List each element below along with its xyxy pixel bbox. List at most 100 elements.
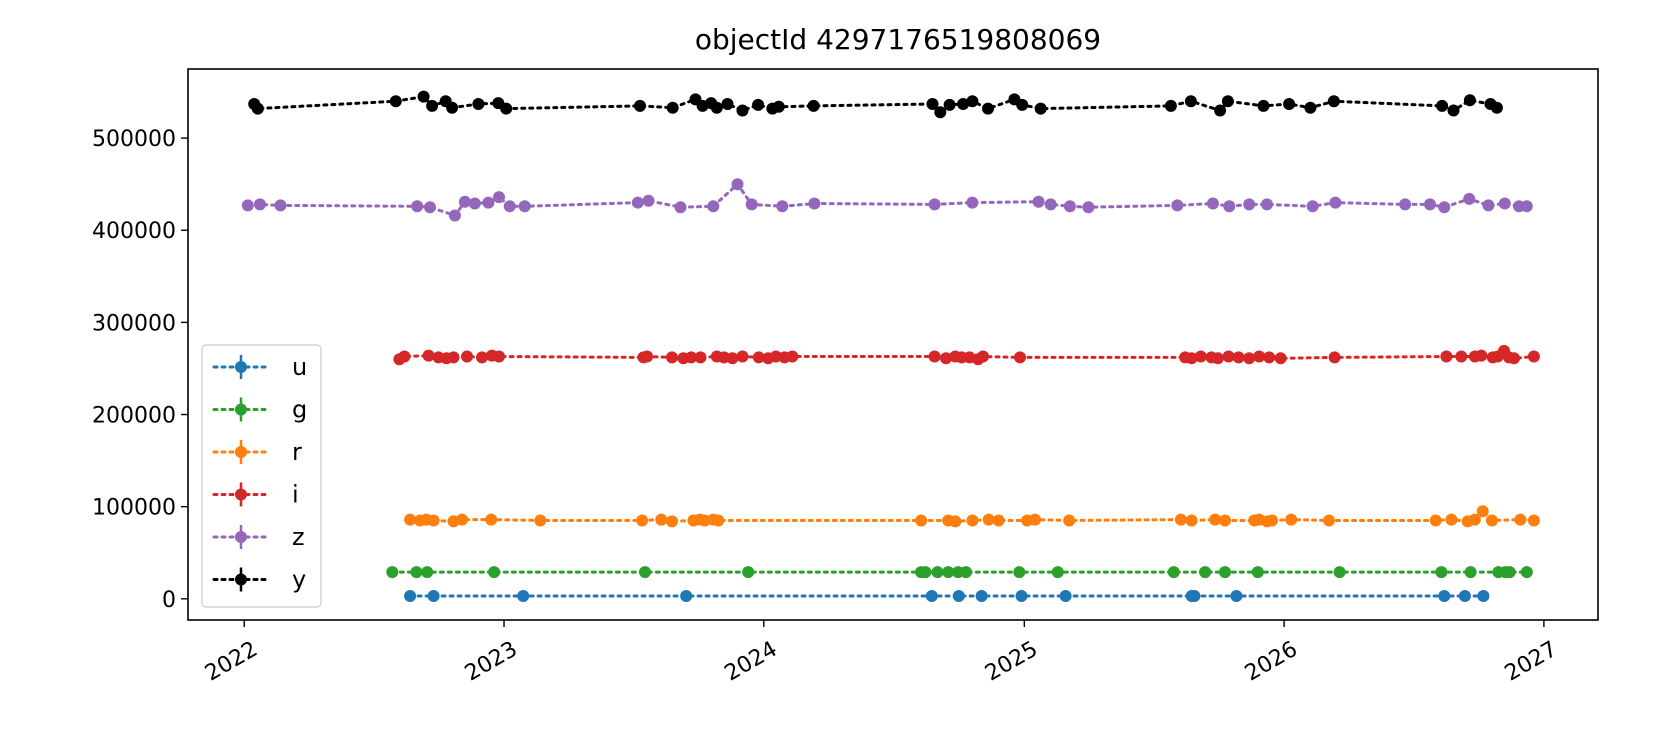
data-point-g [1051,566,1064,579]
x-tick-label: 2027 [1501,637,1562,687]
data-point-y [966,95,979,108]
data-point-r [427,514,440,527]
plot-area [187,68,1599,621]
legend-label-y: y [292,566,306,594]
data-point-r [712,514,725,527]
data-point-r [992,514,1005,527]
data-point-z [631,196,644,209]
data-point-i [1194,350,1207,363]
data-point-u [1438,590,1451,602]
y-tick-label: 0 [162,588,176,613]
data-point-y [1257,99,1270,112]
data-point-u [1015,590,1028,602]
data-point-r [1185,514,1198,527]
data-point-z [493,191,505,204]
data-point-g [1435,566,1448,579]
y-axis: 0 100000 200000 300000 400000 500000 [92,127,188,613]
data-point-g [931,566,944,579]
data-point-i [1527,350,1540,363]
y-tick-label: 200000 [92,404,176,429]
data-point-r [982,513,995,526]
data-point-i [726,352,739,365]
data-point-y [957,98,970,110]
data-point-r [636,514,649,527]
data-point-g [1219,566,1231,579]
data-point-r [1527,514,1540,527]
data-point-u [427,590,440,602]
data-point-z [1223,200,1236,213]
data-point-g [742,566,755,579]
series-i [393,344,1540,366]
x-tick-label: 2026 [1241,637,1302,687]
data-point-i [694,351,707,364]
data-point-z [503,200,516,213]
data-point-i [786,350,799,363]
data-point-i [461,350,473,363]
data-point-z [1243,198,1256,211]
legend-marker-u [235,361,247,373]
data-point-i [977,350,989,363]
data-point-u [1059,590,1072,602]
x-tick-label: 2025 [981,637,1042,687]
data-point-z [468,197,481,210]
data-point-g [1464,566,1477,579]
data-point-r [1266,514,1278,527]
legend-entry-u: u [212,353,307,381]
data-point-u [404,590,417,602]
data-point-r [534,514,547,527]
data-point-z [1261,198,1273,211]
data-point-u [925,590,938,602]
legend-label-i: i [292,481,299,509]
data-point-i [1455,350,1468,363]
data-point-z [241,199,254,212]
data-point-y [752,98,765,111]
legend-marker-g [235,403,247,416]
data-point-z [1498,197,1511,210]
data-point-y [500,102,513,115]
data-point-r [1468,513,1481,526]
data-point-y [1214,104,1227,117]
data-point-y [251,102,264,115]
legend-marker-z [235,531,247,543]
data-point-i [476,351,488,364]
data-point-r [1514,513,1527,526]
data-point-r [949,515,962,528]
y-tick-label: 500000 [92,127,176,152]
data-point-i [1475,349,1488,362]
data-point-z [808,197,821,210]
data-point-i [928,350,941,363]
data-point-y [710,101,723,114]
data-point-r [1063,514,1076,527]
data-point-u [680,590,693,602]
series-r [404,505,1540,528]
data-point-r [655,513,668,526]
data-point-z [776,200,789,213]
legend-label-z: z [292,523,305,551]
x-axis: 2022 2023 2024 2025 2026 2027 [201,620,1562,686]
data-point-y [772,100,785,113]
legend-entry-g: g [212,396,307,424]
data-point-u [517,590,530,602]
legend-entry-r: r [212,438,302,466]
data-point-u [975,590,988,602]
legend-entry-y: y [212,566,306,594]
data-point-y [943,98,956,111]
x-tick-label: 2023 [461,637,522,687]
data-point-z [253,198,266,211]
data-point-r [485,513,498,526]
data-point-z [1063,200,1076,213]
data-point-g [488,566,501,579]
data-point-r [1323,514,1335,527]
data-point-i [1243,352,1256,365]
data-point-g [1333,566,1346,579]
data-point-i [940,352,952,365]
x-tick-label: 2024 [721,637,782,687]
data-point-y [389,95,402,108]
data-point-y [634,99,646,112]
data-point-r [1174,513,1187,526]
data-point-g [386,566,399,579]
data-point-z [707,200,720,213]
x-tick-label: 2022 [201,637,262,687]
data-point-z [1482,199,1495,212]
